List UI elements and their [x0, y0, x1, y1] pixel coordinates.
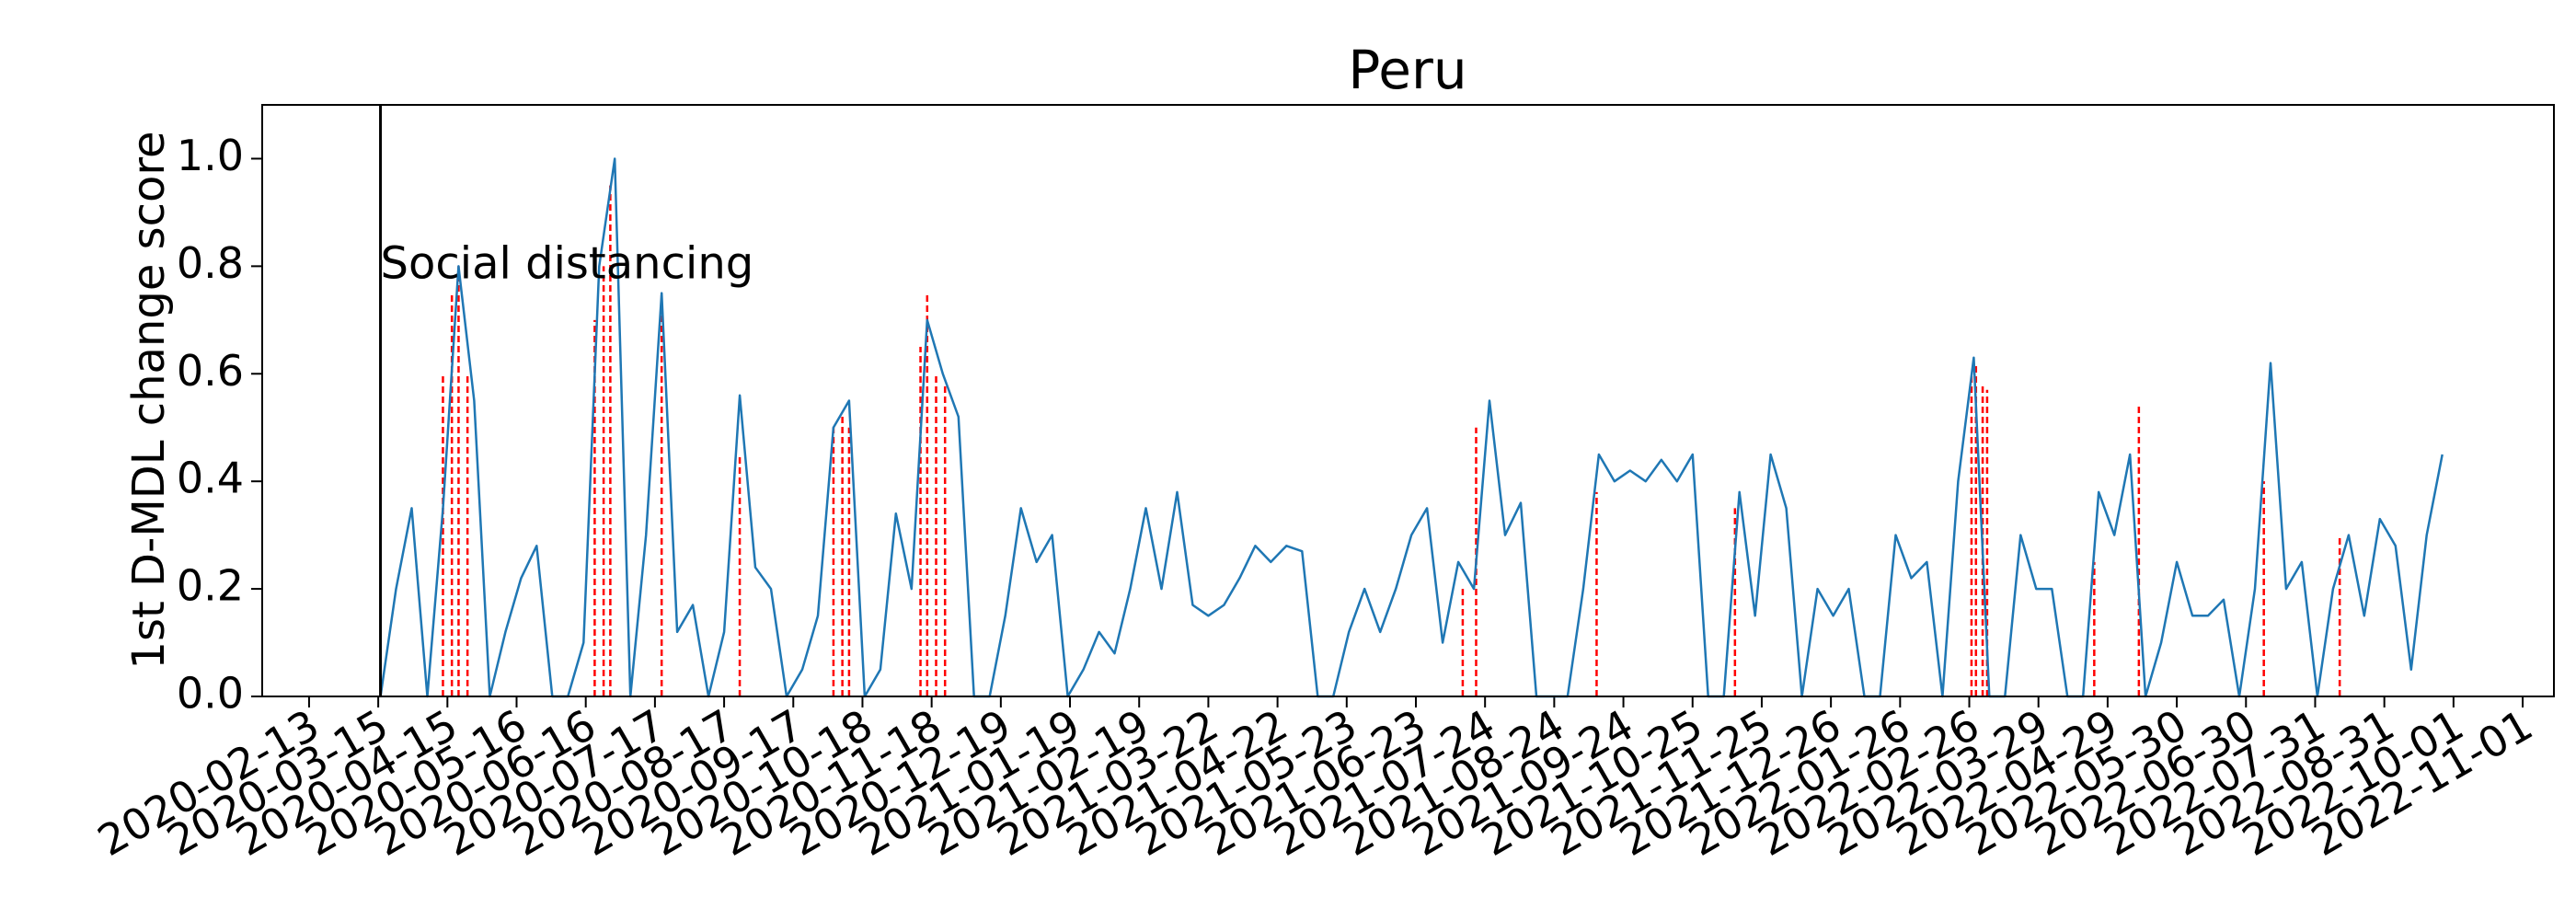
y-tick-label: 0.2 [177, 561, 244, 611]
annotation-text: Social distancing [381, 237, 754, 289]
data-line [379, 157, 2444, 698]
y-tick-label: 0.0 [177, 669, 244, 719]
y-tick-label: 1.0 [177, 131, 244, 180]
y-axis-label: 1st D-MDL change score [123, 131, 175, 669]
y-tick-label: 0.6 [177, 346, 244, 396]
y-tick-label: 0.8 [177, 238, 244, 288]
plot-frame [261, 104, 2555, 697]
chart-title: Peru [1348, 39, 1466, 101]
y-tick-label: 0.4 [177, 454, 244, 503]
